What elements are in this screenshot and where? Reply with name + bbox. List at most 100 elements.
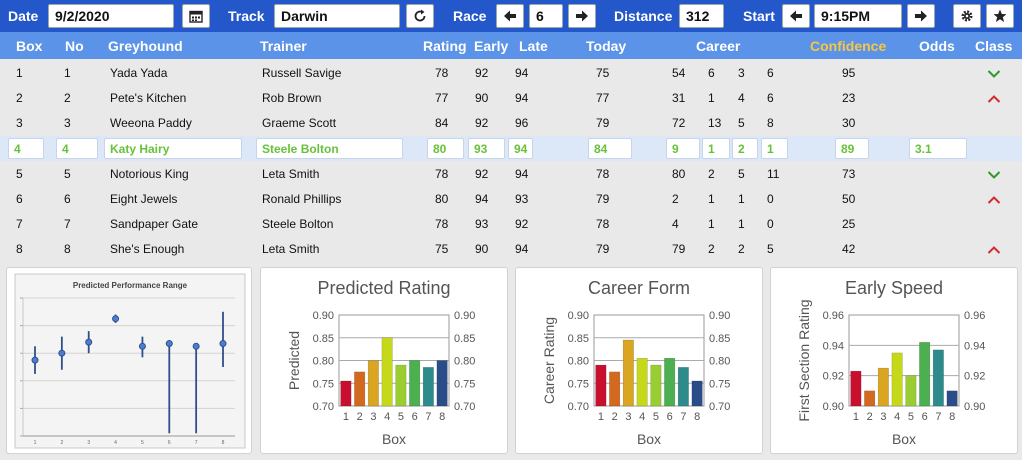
refresh-icon [414, 9, 426, 22]
col-no[interactable]: No [65, 38, 84, 54]
chart-title: Early Speed [844, 278, 944, 298]
bar [436, 360, 448, 407]
y2-tick-label: 0.80 [454, 356, 475, 368]
col-odds[interactable]: Odds [919, 38, 955, 54]
calendar-button[interactable] [182, 4, 210, 28]
refresh-button[interactable] [406, 4, 434, 28]
chevron-down-icon [987, 171, 1001, 179]
trainer-cell: Leta Smith [262, 167, 320, 181]
x-tick-label: 4 [639, 411, 645, 423]
confidence-cell: 25 [842, 217, 856, 231]
no-cell[interactable]: 4 [56, 138, 98, 159]
distance-input[interactable]: 312 [679, 4, 724, 28]
rating-cell: 77 [435, 91, 449, 105]
early-speed-panel: Early Speed 0.90 0.90 0.92 0.92 0.94 0.94 0.96… [770, 267, 1018, 454]
today-cell: 79 [596, 116, 610, 130]
early-cell: 94 [475, 192, 489, 206]
career-thirds-cell: 6 [767, 66, 774, 80]
bar [609, 371, 621, 407]
col-career[interactable]: Career [696, 38, 741, 54]
col-confidence[interactable]: Confidence [810, 38, 887, 54]
x-tick-label: 5 [398, 411, 404, 423]
arrow-right-icon [576, 10, 588, 22]
track-input[interactable]: Darwin [274, 4, 400, 28]
early-cell: 90 [475, 91, 489, 105]
rating-cell: 84 [435, 116, 449, 130]
trainer-cell: Steele Bolton [262, 217, 334, 231]
chevron-up-icon [987, 246, 1001, 254]
col-rating[interactable]: Rating [423, 38, 467, 54]
range-chart-panel: Predicted Performance Range 1 2 3 4 5 6 7 8 [6, 267, 252, 454]
y2-tick-label: 0.70 [709, 401, 730, 413]
table-row[interactable]: 7 7 Sandpaper Gate Steele Bolton 78 93 92 78 4 1 1… [0, 211, 1022, 236]
career-form-panel: Career Form 0.70 0.70 0.75 0.75 0.80 0.80 0.85… [515, 267, 763, 454]
x-tick-label: 1 [343, 411, 349, 423]
y2-tick-label: 0.90 [709, 310, 730, 322]
confidence-cell[interactable]: 89 [835, 138, 869, 159]
table-row[interactable]: 1 1 Yada Yada Russell Savige 78 92 94 75 54 6 3 6 95 [0, 60, 1022, 85]
rating-cell[interactable]: 80 [427, 138, 464, 159]
early-cell: 92 [475, 66, 489, 80]
late-cell: 94 [515, 91, 529, 105]
career-wins-cell: 2 [708, 167, 715, 181]
odds-cell[interactable]: 3.1 [909, 138, 967, 159]
start-next-button[interactable] [907, 4, 935, 28]
settings-button[interactable] [953, 4, 981, 28]
col-late[interactable]: Late [519, 38, 548, 54]
early-cell[interactable]: 93 [468, 138, 505, 159]
table-row[interactable]: 3 3 Weeona Paddy Graeme Scott 84 92 96 79 72 13 5 8… [0, 110, 1022, 135]
no-cell: 7 [64, 217, 71, 231]
col-trainer[interactable]: Trainer [260, 38, 307, 54]
career-starts-cell[interactable]: 9 [666, 138, 700, 159]
y-tick-label: 0.75 [313, 378, 334, 390]
bar [664, 357, 676, 407]
x-tick-label: 3 [625, 411, 631, 423]
career-seconds-cell: 3 [738, 66, 745, 80]
y2-tick-label: 0.90 [454, 310, 475, 322]
y-tick-label: 0.90 [313, 310, 334, 322]
bar [919, 342, 931, 407]
date-input[interactable]: 9/2/2020 [48, 4, 174, 28]
early-cell: 93 [475, 217, 489, 231]
career-seconds-cell: 5 [738, 167, 745, 181]
table-row[interactable]: 5 5 Notorious King Leta Smith 78 92 94 78 80 2 5 11… [0, 161, 1022, 186]
start-input[interactable]: 9:15PM [814, 4, 902, 28]
start-prev-button[interactable] [782, 4, 810, 28]
trainer-cell[interactable]: Steele Bolton [256, 138, 403, 159]
range-point [31, 356, 39, 364]
early-cell: 92 [475, 167, 489, 181]
x-tick-label: 6 [168, 440, 171, 446]
box-cell: 7 [16, 217, 23, 231]
no-cell: 8 [64, 242, 71, 256]
col-class[interactable]: Class [975, 38, 1013, 54]
career-starts-cell: 80 [672, 167, 686, 181]
race-prev-button[interactable] [496, 4, 524, 28]
greyhound-cell: Notorious King [110, 167, 189, 181]
career-wins-cell[interactable]: 1 [702, 138, 730, 159]
col-greyhound[interactable]: Greyhound [108, 38, 183, 54]
table-row[interactable]: 2 2 Pete's Kitchen Rob Brown 77 90 94 77 31 1 4 6 23 [0, 85, 1022, 110]
favorite-button[interactable] [986, 4, 1014, 28]
today-cell[interactable]: 84 [588, 138, 632, 159]
bar [691, 380, 703, 407]
table-row[interactable]: 6 6 Eight Jewels Ronald Phillips 80 94 93 79 2 1 1… [0, 186, 1022, 211]
career-wins-cell: 2 [708, 242, 715, 256]
col-box[interactable]: Box [16, 38, 43, 54]
x-axis-label: Box [382, 431, 406, 447]
col-today[interactable]: Today [586, 38, 627, 54]
col-early[interactable]: Early [474, 38, 509, 54]
greyhound-cell[interactable]: Katy Hairy [104, 138, 242, 159]
x-tick-label: 4 [894, 411, 900, 423]
late-cell[interactable]: 94 [508, 138, 533, 159]
early-cell: 92 [475, 116, 489, 130]
career-wins-cell: 1 [708, 91, 715, 105]
career-form-chart: 0.70 0.70 0.75 0.75 0.80 0.80 0.85 0.85 0.90 0.90… [541, 310, 730, 447]
table-row[interactable]: 8 8 She's Enough Leta Smith 75 90 94 79 79 2 2 5 42 [0, 236, 1022, 261]
career-seconds-cell[interactable]: 2 [732, 138, 758, 159]
box-cell[interactable]: 4 [8, 138, 44, 159]
career-thirds-cell[interactable]: 1 [761, 138, 788, 159]
race-next-button[interactable] [568, 4, 596, 28]
race-input[interactable]: 6 [529, 4, 563, 28]
table-row[interactable]: 4 4 Katy Hairy Steele Bolton 80 93 94 84 9 1 2 1 89 3… [0, 136, 1022, 161]
career-starts-cell: 79 [672, 242, 686, 256]
